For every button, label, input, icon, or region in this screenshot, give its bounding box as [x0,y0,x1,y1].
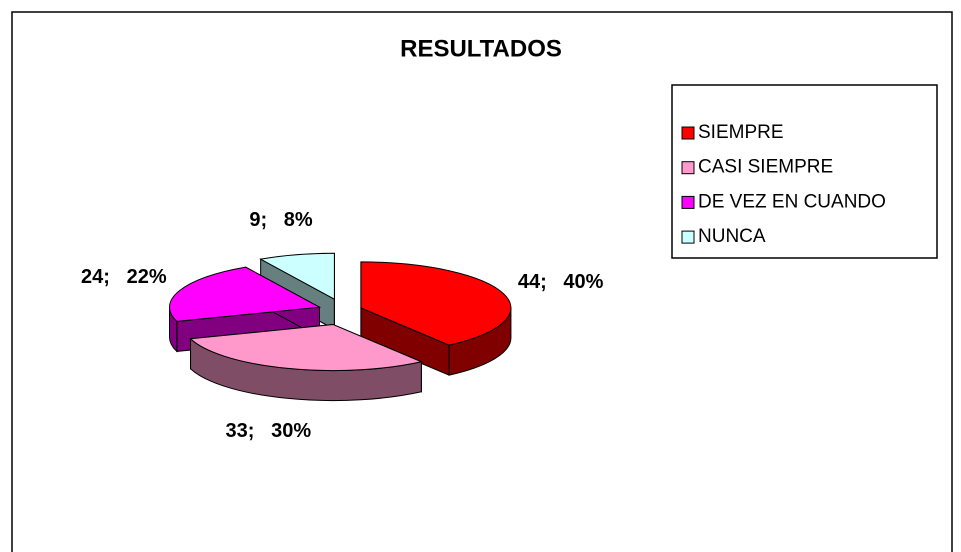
slice-top [169,266,322,322]
legend-swatch [681,230,695,244]
slice-top [189,324,424,372]
legend-label: DE VEZ EN CUANDO [698,191,886,212]
legend-swatch [681,126,695,140]
data-label: 24; 22% [81,266,167,288]
pie-slice [360,261,512,376]
legend-label: CASI SIEMPRE [698,157,833,178]
data-label: 44; 40% [518,271,604,293]
legend-swatch [681,161,695,175]
slice-top [360,261,512,346]
data-label: 9; 8% [249,209,313,231]
chart-title: RESULTADOS [400,35,562,62]
legend-box [671,84,938,259]
pie-slice [189,323,424,402]
legend-swatch [681,195,695,209]
data-label: 33; 30% [226,420,312,442]
slice-top [259,252,335,301]
legend-label: SIEMPRE [698,122,784,143]
legend-label: NUNCA [698,226,766,247]
